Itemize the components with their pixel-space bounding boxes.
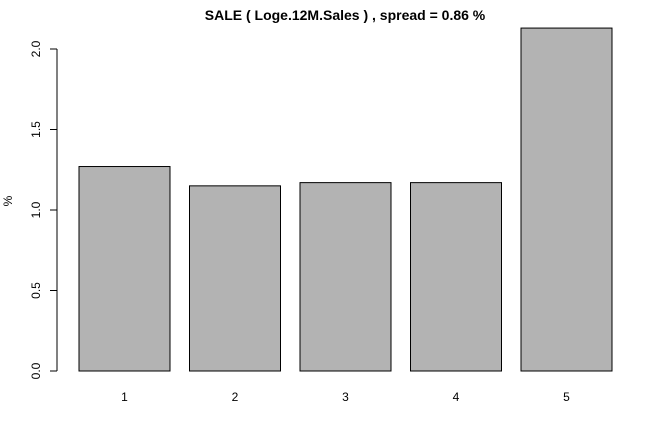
bar-2 (189, 185, 281, 372)
bar-5 (520, 27, 613, 372)
x-axis-labels: 1 2 3 4 5 (121, 390, 570, 404)
y-tick-label: 2.0 (29, 40, 43, 57)
y-tick-label: 0.5 (29, 282, 43, 299)
x-tick-label: 2 (232, 390, 239, 404)
chart-title: SALE ( Loge.12M.Sales ) , spread = 0.86 … (205, 7, 486, 23)
y-tick-label: 0.0 (29, 362, 43, 379)
bars (78, 27, 613, 372)
bar-4 (410, 182, 502, 372)
x-tick-label: 1 (121, 390, 128, 404)
x-tick-label: 5 (563, 390, 570, 404)
y-axis-ticks: 0.0 0.5 1.0 1.5 2.0 (29, 40, 57, 379)
x-tick-label: 4 (453, 390, 460, 404)
bar-1 (78, 166, 171, 372)
y-tick-label: 1.0 (29, 201, 43, 218)
bar-3 (299, 182, 392, 372)
y-tick-label: 1.5 (29, 121, 43, 138)
y-axis-label: % (1, 195, 15, 206)
x-tick-label: 3 (342, 390, 349, 404)
